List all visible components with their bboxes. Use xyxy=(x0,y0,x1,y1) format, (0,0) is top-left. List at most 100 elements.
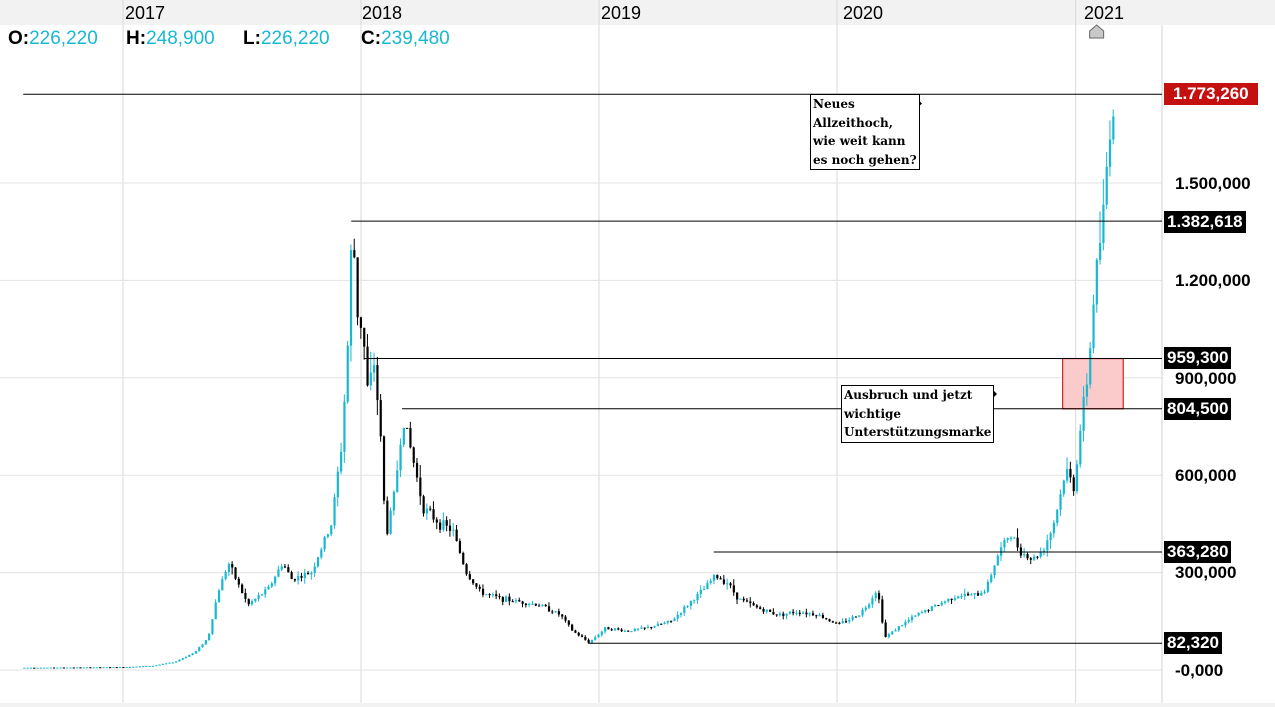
candle-body xyxy=(887,634,891,637)
candle-body xyxy=(297,576,300,581)
annotation-line: es noch gehen? xyxy=(813,152,917,167)
level-label: 1.382,618 xyxy=(1164,211,1246,233)
candle-body xyxy=(967,593,970,596)
candle-body xyxy=(722,579,726,584)
candle-body xyxy=(491,594,495,596)
candle-body xyxy=(109,667,112,669)
candle-body xyxy=(1085,384,1089,397)
candle-body xyxy=(1095,259,1098,305)
candle-body xyxy=(861,609,864,616)
candle-body xyxy=(267,586,270,590)
candle-body xyxy=(39,667,42,669)
y-tick-label: 1.200,000 xyxy=(1175,271,1251,290)
candle-body xyxy=(617,628,620,630)
candle-body xyxy=(676,614,679,619)
candle-body xyxy=(534,603,537,606)
candle-body xyxy=(498,596,501,598)
candle-body xyxy=(811,613,815,616)
level-label: 82,320 xyxy=(1164,632,1222,654)
x-tick-label: 2021 xyxy=(1084,3,1125,23)
y-tick-label: 300,000 xyxy=(1175,563,1237,582)
candle-body xyxy=(643,627,646,629)
candle-body xyxy=(541,604,544,606)
candle-body xyxy=(452,529,455,531)
candle-body xyxy=(514,600,518,602)
candle-body xyxy=(178,659,181,662)
candle-body xyxy=(224,572,227,580)
candle-body xyxy=(782,613,785,616)
candle-body xyxy=(237,578,240,585)
candle-body xyxy=(56,667,59,669)
candle-body xyxy=(963,593,966,597)
candle-body xyxy=(366,346,369,386)
candle-body xyxy=(343,401,346,452)
candle-body xyxy=(594,637,597,640)
candle-body xyxy=(808,613,811,615)
candle-body xyxy=(62,667,66,669)
candle-body xyxy=(1042,550,1046,552)
candle-body xyxy=(844,621,848,623)
candle-body xyxy=(577,632,580,636)
candle-body xyxy=(802,612,805,614)
candle-body xyxy=(970,594,973,596)
candle-body xyxy=(765,609,768,612)
annotation-line: Unterstützungsmarke xyxy=(844,425,992,439)
candle-body xyxy=(478,586,481,589)
candle-body xyxy=(716,574,719,579)
candle-body xyxy=(425,508,429,514)
candle-body xyxy=(1019,547,1023,556)
candle-body xyxy=(201,644,204,648)
candle-body xyxy=(1006,538,1009,541)
candle-body xyxy=(33,667,36,669)
candle-body xyxy=(729,583,732,586)
candle-body xyxy=(356,257,359,318)
candle-body xyxy=(557,611,561,615)
candle-body xyxy=(194,651,198,654)
level-label-all-time-high: 1.773,260 xyxy=(1164,83,1258,105)
candle-body xyxy=(1092,304,1095,349)
candle-body xyxy=(610,629,613,631)
candle-body xyxy=(597,634,600,638)
candle-body xyxy=(69,667,72,669)
candle-body xyxy=(326,534,330,537)
candle-body xyxy=(402,427,405,445)
candle-body xyxy=(184,656,188,659)
annotation-line: Ausbruch und jetzt xyxy=(844,388,973,402)
ohlc-high: H:248,900 xyxy=(126,28,215,49)
candle-body xyxy=(204,640,207,645)
candle-body xyxy=(815,615,818,617)
candle-body xyxy=(1023,554,1026,556)
candle-body xyxy=(188,654,191,657)
candle-body xyxy=(155,665,158,667)
candle-body xyxy=(115,667,118,669)
candle-body xyxy=(600,631,603,635)
candle-body xyxy=(528,603,531,606)
candle-body xyxy=(868,604,871,608)
candle-body xyxy=(917,612,920,616)
candle-body xyxy=(646,627,650,629)
candle-body xyxy=(214,602,217,620)
candle-body xyxy=(907,620,910,622)
candle-body xyxy=(82,667,85,669)
candle-body xyxy=(976,593,980,596)
candle-body xyxy=(369,372,372,386)
candle-body xyxy=(567,620,570,625)
candle-body xyxy=(584,636,587,640)
candle-body xyxy=(363,327,366,347)
candle-body xyxy=(379,400,382,437)
y-tick-label: 1.500,000 xyxy=(1175,174,1251,193)
candle-body xyxy=(264,589,267,595)
candle-body xyxy=(699,589,702,594)
candle-body xyxy=(835,622,838,624)
candle-body xyxy=(66,667,69,669)
candle-body xyxy=(217,590,221,603)
candle-body xyxy=(89,667,92,669)
candle-body xyxy=(145,666,148,668)
candle-body xyxy=(333,497,336,526)
candle-body xyxy=(920,612,924,614)
annotation-line: wie weit kann xyxy=(813,134,906,148)
candle-body xyxy=(874,593,877,599)
candle-body xyxy=(745,600,749,602)
candle-body xyxy=(772,611,775,615)
